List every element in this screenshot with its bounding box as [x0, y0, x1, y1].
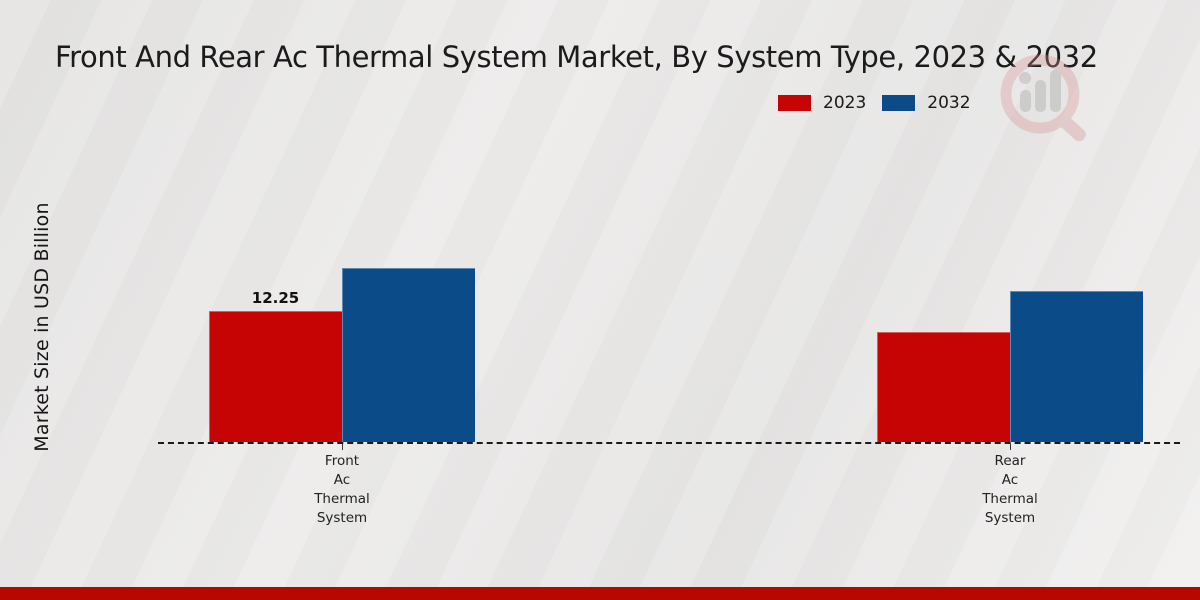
- x-axis-category-label: Rear Ac Thermal System: [982, 453, 1038, 526]
- x-axis-baseline: [158, 442, 1180, 444]
- bar-value-label-2023: 12.25: [251, 289, 300, 307]
- x-axis-tick: [1010, 444, 1011, 450]
- bar-2032-rear-ac-thermal-system: [1010, 291, 1143, 442]
- legend-swatch-2032: [882, 95, 916, 111]
- legend-swatch-2023: [778, 95, 811, 111]
- x-axis-tick: [342, 444, 343, 450]
- footer-accent-bar: [0, 587, 1200, 600]
- bar-2023-rear-ac-thermal-system: [877, 332, 1010, 442]
- bar-2023-front-ac-thermal-system: [209, 311, 342, 442]
- chart-title: Front And Rear Ac Thermal System Market,…: [55, 40, 1098, 74]
- legend: 2023 2032: [778, 93, 971, 113]
- x-axis-category-label: Front Ac Thermal System: [314, 453, 370, 526]
- bar-2032-front-ac-thermal-system: [342, 268, 475, 442]
- legend-item-2023: 2023: [778, 93, 866, 113]
- legend-label-2023: 2023: [823, 93, 867, 113]
- legend-item-2032: 2032: [882, 93, 971, 113]
- legend-label-2032: 2032: [927, 93, 971, 113]
